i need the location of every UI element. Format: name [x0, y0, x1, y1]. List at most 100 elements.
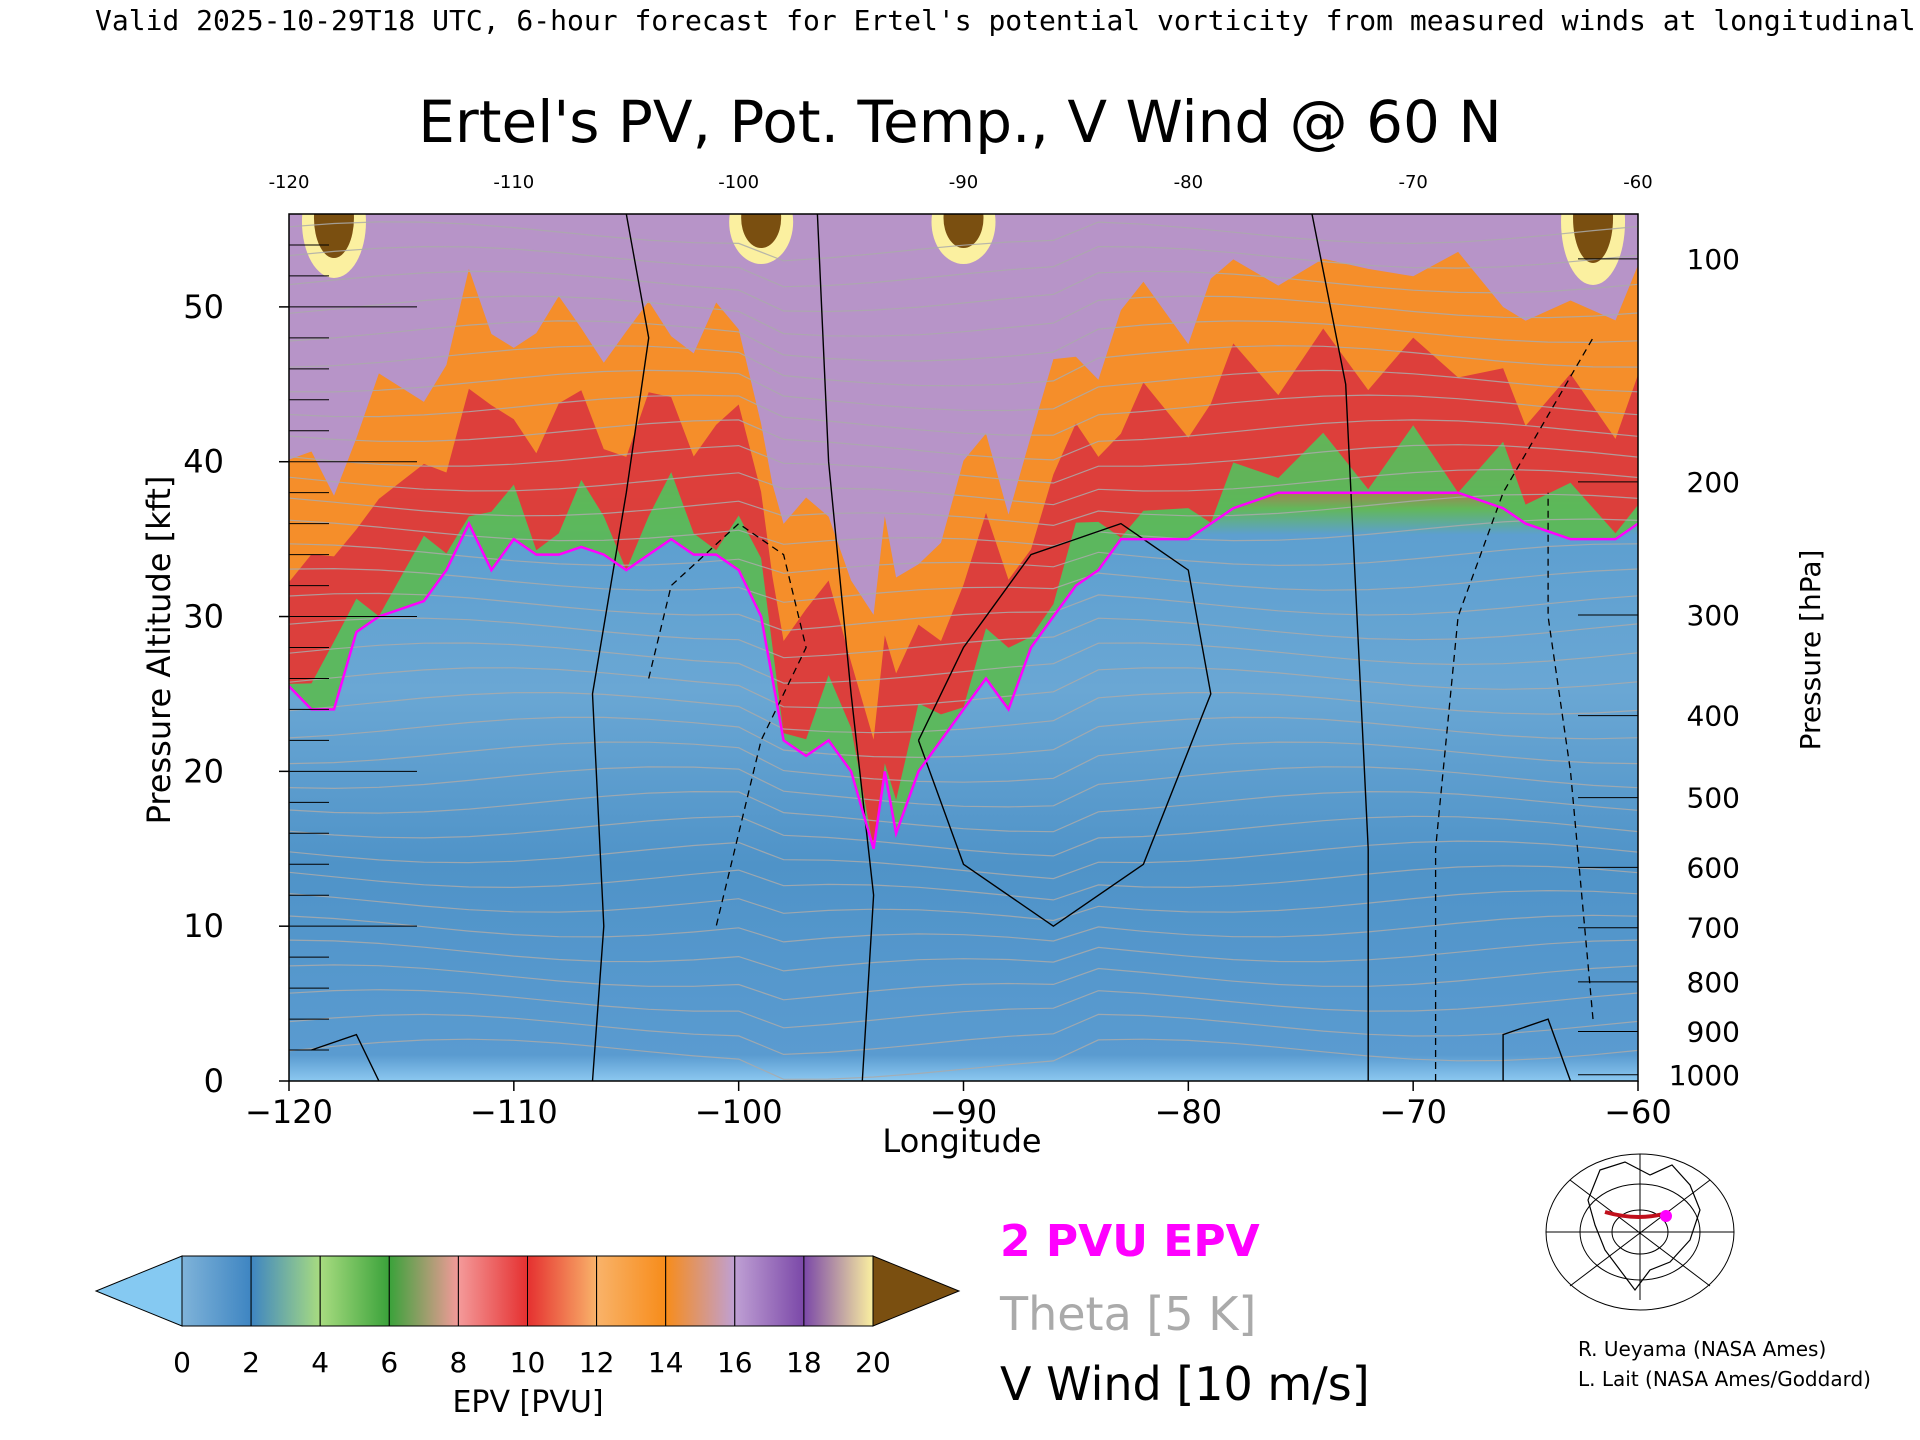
wind-contour-5 — [1502, 1018, 1572, 1081]
colorbar-segment — [457, 1255, 528, 1327]
pv-extreme-patch-3 — [1573, 214, 1614, 263]
y-tick-label: 20 — [183, 752, 224, 790]
pressure-tick-label: 600 — [1687, 851, 1740, 884]
valid-time-line: Valid 2025-10-29T18 UTC, 6-hour forecast… — [95, 4, 1920, 37]
colorbar-tick-label: 20 — [855, 1346, 891, 1379]
theta-line — [289, 270, 1638, 313]
colorbar-tick-label: 4 — [311, 1346, 329, 1379]
x-top-tick-label: -100 — [718, 172, 759, 193]
colorbar-tick-label: 0 — [173, 1346, 191, 1379]
x-axis-top: -120 -110 -100 -90 -80 -70 -60 — [269, 172, 1653, 193]
theta-line — [289, 295, 1638, 337]
pressure-tick-label: 800 — [1687, 966, 1740, 999]
y-tick-label: 10 — [183, 907, 224, 945]
x-top-tick-label: -90 — [949, 172, 978, 193]
x-axis-label: Longitude — [882, 1122, 1041, 1160]
theta-line — [289, 617, 1638, 659]
colorbar-segment — [596, 1255, 667, 1327]
theta-line — [289, 567, 1638, 603]
colorbar-tick-label: 6 — [380, 1346, 398, 1379]
pressure-tick-label: 200 — [1687, 466, 1740, 499]
theta-line — [289, 468, 1638, 506]
colorbar-segment — [803, 1255, 874, 1327]
theta-line — [289, 419, 1638, 461]
x-tick-label: −90 — [930, 1093, 998, 1131]
x-tick-label: −60 — [1604, 1093, 1672, 1131]
colorbar-tick-label: 10 — [510, 1346, 546, 1379]
colorbar-segment — [388, 1255, 459, 1327]
theta-line — [289, 344, 1638, 387]
wind-contour-2 — [1311, 214, 1369, 1081]
y-axis-left: 0 10 20 30 40 50 — [183, 213, 417, 1100]
pressure-tick-label: 500 — [1687, 782, 1740, 815]
x-top-tick-label: -120 — [269, 172, 310, 193]
pressure-tick-label: 300 — [1687, 599, 1740, 632]
plot-area — [289, 214, 1638, 1081]
colorbar-tick-label: 14 — [648, 1346, 684, 1379]
credit-line-1: R. Ueyama (NASA Ames) — [1578, 1337, 1826, 1361]
theta-line — [289, 667, 1638, 709]
x-tick-label: −70 — [1379, 1093, 1447, 1131]
x-top-tick-label: -110 — [493, 172, 534, 193]
wind-contour-0 — [591, 214, 650, 1081]
theta-line — [289, 790, 1638, 833]
pressure-tick-label: 700 — [1687, 912, 1740, 945]
theta-line — [289, 815, 1638, 857]
wind-contour-negative-2 — [1547, 492, 1594, 1020]
colorbar-segment — [250, 1255, 321, 1327]
y-axis-left-label: Pressure Altitude [kft] — [140, 476, 178, 825]
theta-line — [289, 245, 1638, 288]
colorbar-segment — [734, 1255, 805, 1327]
pv-extreme-patch-2 — [943, 214, 984, 248]
colorbar-tick-label: 12 — [579, 1346, 615, 1379]
y-axis-right-label: Pressure [hPa] — [1794, 550, 1827, 751]
theta-line — [289, 369, 1638, 412]
x-top-tick-label: -60 — [1623, 172, 1652, 193]
pv-band-purple — [289, 214, 1638, 615]
pv-extreme-patch-0 — [313, 214, 354, 258]
y-tick-label: 40 — [183, 443, 224, 481]
theta-line — [289, 592, 1638, 632]
theta-line — [289, 939, 1638, 972]
colorbar-segment — [319, 1255, 390, 1327]
colorbar-tick-label: 2 — [242, 1346, 260, 1379]
colorbar-tick-label: 18 — [786, 1346, 822, 1379]
wind-contour-4 — [311, 1033, 380, 1081]
theta-line — [289, 766, 1638, 808]
colorbar-segment — [665, 1255, 736, 1327]
wind-contour-1 — [816, 214, 875, 1081]
pressure-tick-label: 1000 — [1669, 1059, 1740, 1092]
legend-theta: Theta [5 K] — [999, 1287, 1256, 1341]
x-tick-label: −80 — [1155, 1093, 1223, 1131]
theta-line — [289, 394, 1638, 436]
theta-line — [289, 642, 1638, 684]
theta-line — [289, 716, 1638, 759]
colorbar-over-arrow — [872, 1255, 961, 1327]
colorbar: 0 2 4 6 8 10 12 14 16 18 20 — [94, 1255, 961, 1379]
locator-map — [1540, 1150, 1735, 1311]
theta-line — [289, 444, 1638, 484]
theta-line — [289, 840, 1638, 880]
colorbar-under-arrow — [94, 1255, 183, 1327]
x-tick-label: −120 — [245, 1093, 333, 1131]
theta-line — [289, 221, 1638, 262]
legend-v-wind: V Wind [10 m/s] — [1000, 1357, 1370, 1411]
y-axis-right: 100 200 300 400 500 600 700 800 900 1000 — [1578, 243, 1740, 1092]
colorbar-tick-label: 8 — [449, 1346, 467, 1379]
pressure-tick-label: 900 — [1687, 1015, 1740, 1048]
legend-2pvu: 2 PVU EPV — [1000, 1216, 1260, 1267]
y-tick-label: 50 — [183, 288, 224, 326]
theta-line — [289, 543, 1638, 574]
theta-line — [289, 1013, 1638, 1056]
theta-line — [289, 964, 1638, 1001]
theta-line — [289, 989, 1638, 1029]
chart-title: Ertel's PV, Pot. Temp., V Wind @ 60 N — [418, 88, 1501, 156]
x-tick-label: −110 — [470, 1093, 558, 1131]
location-marker-icon — [1660, 1210, 1672, 1222]
theta-line — [289, 1038, 1638, 1080]
wind-contour-3 — [917, 522, 1212, 928]
colorbar-tick-label: 16 — [717, 1346, 753, 1379]
pressure-tick-label: 100 — [1687, 243, 1740, 276]
x-tick-label: −100 — [695, 1093, 783, 1131]
